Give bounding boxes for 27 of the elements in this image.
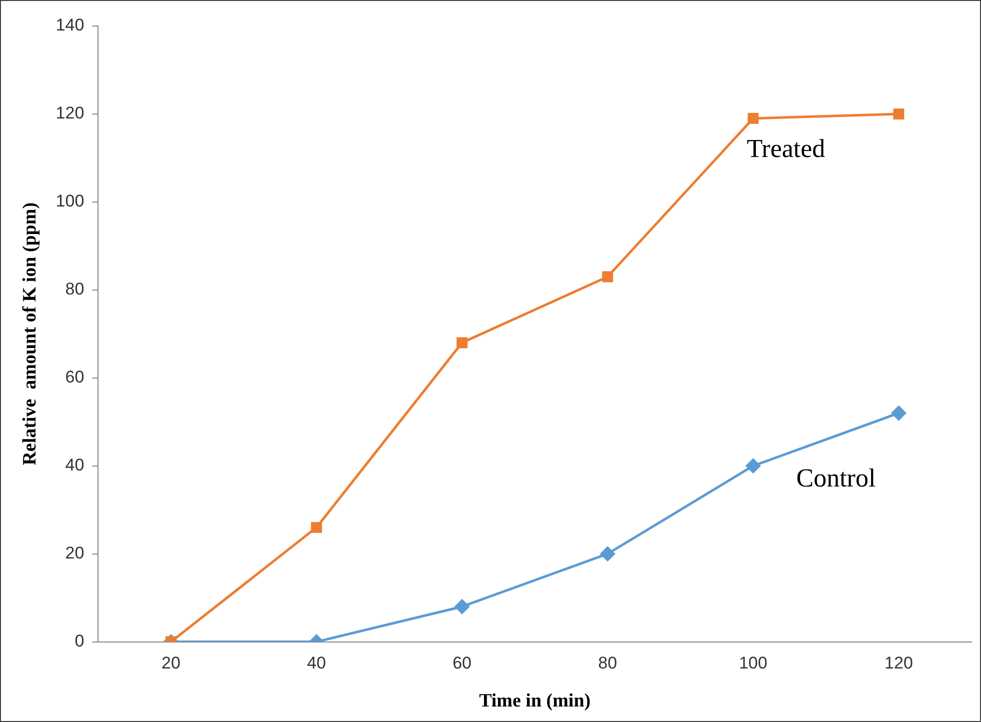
x-tick-label: 80 — [598, 654, 618, 673]
x-tick-label: 60 — [452, 654, 472, 673]
x-tick-label: 40 — [307, 654, 326, 673]
y-tick-label: 60 — [65, 368, 84, 387]
point — [456, 337, 468, 348]
x-axis-title: Time in (min) — [479, 690, 591, 712]
point — [600, 546, 615, 562]
y-tick-label: 40 — [65, 456, 84, 475]
y-tick-label: 100 — [56, 192, 84, 211]
point — [454, 599, 470, 614]
y-axis-title: Relative amount of K ion (ppm) — [19, 202, 40, 466]
point — [893, 108, 904, 120]
y-tick-label: 80 — [65, 280, 84, 299]
y-tick-label: 120 — [56, 104, 84, 123]
y-tick-label: 140 — [56, 16, 84, 35]
x-tick-label: 20 — [161, 654, 180, 673]
point — [746, 458, 760, 474]
x-tick-label: 100 — [738, 654, 768, 673]
point — [311, 522, 322, 533]
series-label: Treated — [746, 134, 826, 163]
y-tick-label: 20 — [65, 544, 84, 563]
series-label: Control — [796, 463, 876, 492]
point — [602, 271, 614, 282]
x-tick-label: 120 — [884, 654, 913, 673]
point — [891, 406, 906, 420]
point — [748, 112, 759, 124]
y-tick-label: 0 — [74, 631, 84, 650]
